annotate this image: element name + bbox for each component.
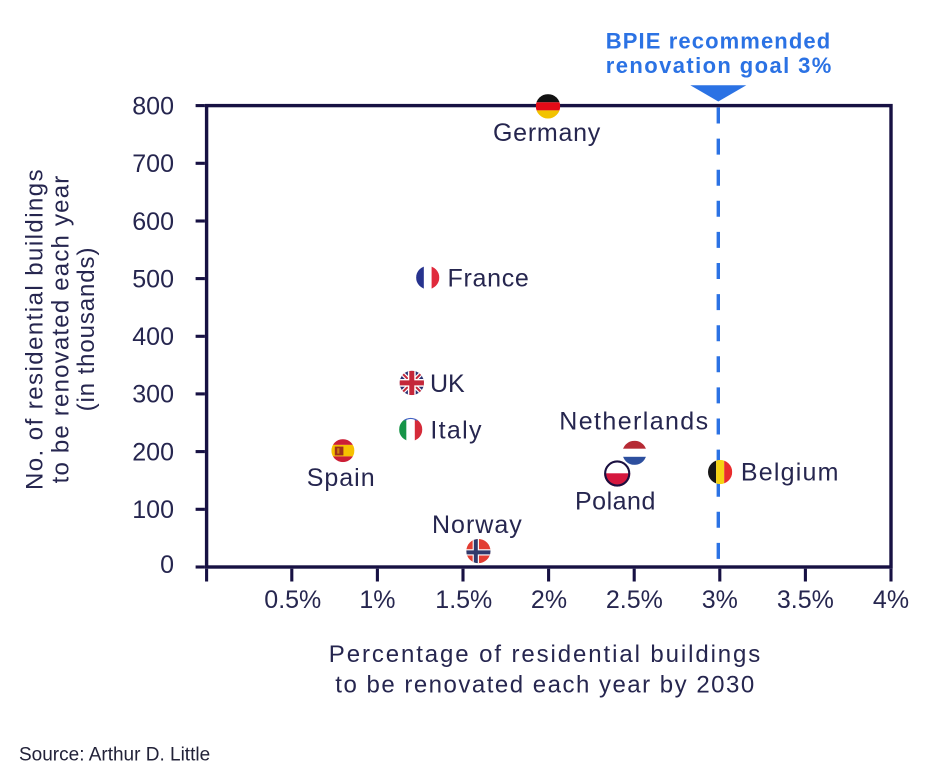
svg-text:4%: 4% — [873, 586, 909, 614]
svg-text:700: 700 — [132, 150, 174, 178]
svg-text:Germany: Germany — [493, 119, 601, 147]
svg-text:BPIE recommended: BPIE recommended — [606, 29, 831, 54]
svg-text:3.5%: 3.5% — [777, 586, 834, 614]
svg-text:800: 800 — [132, 92, 174, 120]
svg-text:400: 400 — [132, 323, 174, 351]
svg-text:500: 500 — [132, 265, 174, 293]
svg-text:UK: UK — [430, 370, 465, 398]
svg-text:300: 300 — [132, 381, 174, 409]
svg-text:Poland: Poland — [575, 487, 656, 515]
svg-text:Netherlands: Netherlands — [559, 408, 709, 436]
svg-text:200: 200 — [132, 438, 174, 466]
svg-text:2%: 2% — [531, 586, 567, 614]
svg-text:Spain: Spain — [307, 464, 376, 492]
svg-text:Norway: Norway — [432, 511, 523, 539]
svg-text:2.5%: 2.5% — [606, 586, 663, 614]
svg-text:renovation goal 3%: renovation goal 3% — [606, 53, 833, 78]
svg-text:Belgium: Belgium — [741, 458, 840, 486]
svg-text:(in thousands): (in thousands) — [73, 247, 100, 412]
svg-text:1%: 1% — [359, 586, 395, 614]
svg-text:600: 600 — [132, 208, 174, 236]
svg-text:to be renovated each year: to be renovated each year — [47, 175, 74, 484]
svg-text:Source: Arthur D. Little: Source: Arthur D. Little — [19, 745, 210, 766]
svg-text:Percentage of residential buil: Percentage of residential buildings — [329, 641, 762, 668]
svg-text:3%: 3% — [702, 586, 738, 614]
svg-text:No. of residential buildings: No. of residential buildings — [21, 168, 48, 490]
svg-text:France: France — [448, 264, 530, 292]
svg-text:0.5%: 0.5% — [264, 586, 321, 614]
svg-text:to be renovated each year by 2: to be renovated each year by 2030 — [335, 672, 755, 699]
svg-text:100: 100 — [132, 496, 174, 524]
svg-text:Italy: Italy — [430, 416, 482, 444]
svg-text:1.5%: 1.5% — [435, 586, 492, 614]
svg-text:0: 0 — [160, 551, 174, 579]
